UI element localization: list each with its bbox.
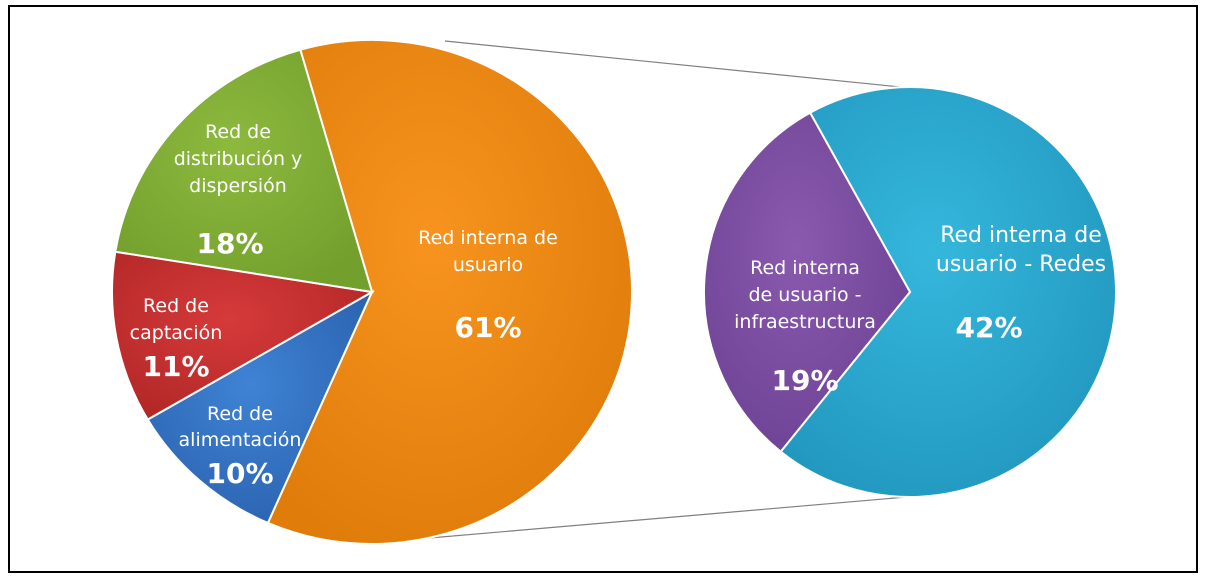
- main-pie: [111, 39, 633, 545]
- label-red-interna-infraestructura: Red interna de usuario -infraestructura: [734, 257, 876, 333]
- slice-red-de-distribucion-y-dispersion: [114, 48, 374, 294]
- slice-red-de-alimentacion: [146, 289, 375, 525]
- connector-line-bottom: [417, 494, 931, 540]
- value-label-red-distribucion: 18%: [196, 227, 263, 260]
- value-label-red-interna: 61%: [454, 311, 521, 344]
- connector-line-top: [444, 40, 931, 91]
- breakdown-pie: [703, 86, 1117, 498]
- label-red-distribucion: Red de distribución y dispersión: [174, 121, 303, 197]
- slice-red-interna-de-usuario-infraestructura: [703, 111, 912, 454]
- value-label-red-interna-redes: 42%: [955, 311, 1022, 344]
- label-red-captacion: Red de captación: [130, 295, 223, 344]
- label-red-alimentacion: Red de alimentación: [179, 403, 302, 451]
- slice-red-de-captacion: [111, 250, 375, 421]
- value-label-red-interna-infraestructura: 19%: [771, 364, 838, 397]
- value-label-red-alimentacion: 10%: [206, 457, 273, 490]
- connector-lines: [417, 40, 931, 540]
- label-red-interna-redes: Red interna de usuario - Redes: [936, 223, 1106, 277]
- slice-red-interna-de-usuario-redes: [779, 86, 1117, 498]
- slice-red-interna-de-usuario: [266, 39, 633, 545]
- label-red-interna: Red interna de usuario: [418, 227, 558, 276]
- value-label-red-captacion: 11%: [142, 350, 209, 383]
